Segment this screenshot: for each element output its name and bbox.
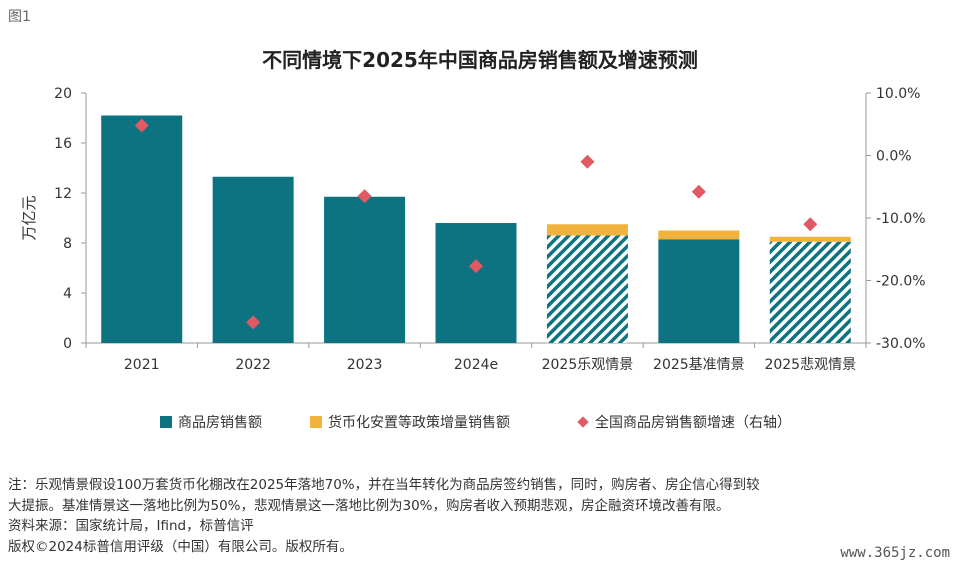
legend-item-policy: 货币化安置等政策增量销售额 [310, 412, 510, 432]
y-tick-label: 20 [54, 86, 72, 102]
note-line: 大提振。基准情景这一落地比例为50%，悲观情景这一落地比例为30%，购房者收入预… [8, 497, 730, 514]
chart-title: 不同情境下2025年中国商品房销售额及增速预测 [262, 48, 698, 72]
point-growth [246, 315, 261, 330]
bar-sales [435, 223, 517, 343]
y2-tick-label: -30.0% [876, 336, 926, 352]
legend-swatch-policy [310, 416, 322, 428]
legend-item-growth: 全国商品房销售额增速（右轴） [577, 412, 791, 432]
x-tick-label: 2024e [454, 357, 498, 373]
point-growth [580, 154, 595, 169]
chart-plot: 0 4 8 12 16 20 -30.0% -20.0% -10.0% 0.0% 10.0% 2021… [20, 86, 926, 373]
legend-label-growth: 全国商品房销售额增速（右轴） [595, 415, 791, 431]
point-growth [469, 259, 483, 274]
bar-sales [546, 235, 628, 343]
bar-sales [101, 115, 183, 343]
legend-swatch-sales [160, 416, 172, 428]
y-tick-label: 8 [63, 236, 72, 252]
point-growth [134, 118, 149, 133]
x-tick-label: 2022 [235, 357, 271, 373]
bar-policy [769, 236, 851, 242]
bar-sales [212, 176, 294, 343]
bar-policy [658, 230, 740, 240]
x-tick-label: 2025悲观情景 [764, 356, 856, 373]
x-tick-label: 2023 [347, 357, 383, 373]
x-tick-label: 2021 [124, 357, 160, 373]
source-line: 资料来源：国家统计局，Ifind，标普信评 [8, 518, 254, 534]
note-line: 注：乐观情景假设100万套货币化棚改在2025年落地70%，并在当年转化为商品房… [8, 477, 760, 493]
copyright-line: 版权©2024标普信用评级（中国）有限公司。版权所有。 [8, 538, 353, 555]
y2-tick-label: -20.0% [876, 274, 926, 290]
point-growth [803, 217, 818, 232]
figure-label: 图1 [8, 9, 31, 25]
point-growth [691, 184, 706, 199]
notes: 注：乐观情景假设100万套货币化棚改在2025年落地70%，并在当年转化为商品房… [8, 475, 953, 557]
bar-policy [546, 224, 628, 236]
legend-item-sales: 商品房销售额 [160, 412, 262, 432]
y2-tick-label: 10.0% [876, 86, 920, 102]
bar-sales [324, 196, 406, 343]
watermark: www.365jz.com [840, 545, 950, 561]
x-tick-label: 2025乐观情景 [542, 357, 634, 373]
y-axis-label: 万亿元 [20, 195, 38, 240]
x-tick-label: 2025基准情景 [653, 356, 745, 373]
legend-label-sales: 商品房销售额 [178, 415, 262, 431]
legend-swatch-growth [577, 416, 589, 428]
bar-sales [658, 239, 740, 343]
y-tick-label: 4 [63, 286, 72, 302]
legend-label-policy: 货币化安置等政策增量销售额 [328, 415, 510, 431]
y2-tick-label: 0.0% [876, 149, 912, 165]
y2-tick-label: -10.0% [876, 211, 926, 227]
y-tick-label: 16 [54, 136, 72, 152]
point-growth [357, 189, 372, 204]
bar-sales [769, 241, 851, 343]
y-tick-label: 12 [54, 186, 72, 202]
y-tick-label: 0 [63, 336, 72, 352]
